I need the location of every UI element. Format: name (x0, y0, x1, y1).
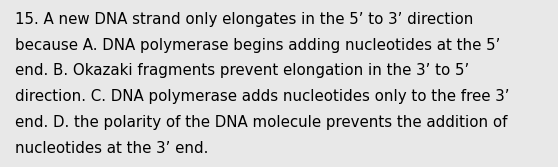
Text: end. D. the polarity of the DNA molecule prevents the addition of: end. D. the polarity of the DNA molecule… (15, 115, 508, 130)
Text: because A. DNA polymerase begins adding nucleotides at the 5’: because A. DNA polymerase begins adding … (15, 38, 501, 53)
Text: end. B. Okazaki fragments prevent elongation in the 3’ to 5’: end. B. Okazaki fragments prevent elonga… (15, 63, 469, 78)
Text: direction. C. DNA polymerase adds nucleotides only to the free 3’: direction. C. DNA polymerase adds nucleo… (15, 89, 509, 104)
Text: 15. A new DNA strand only elongates in the 5’ to 3’ direction: 15. A new DNA strand only elongates in t… (15, 12, 473, 27)
Text: nucleotides at the 3’ end.: nucleotides at the 3’ end. (15, 141, 209, 156)
